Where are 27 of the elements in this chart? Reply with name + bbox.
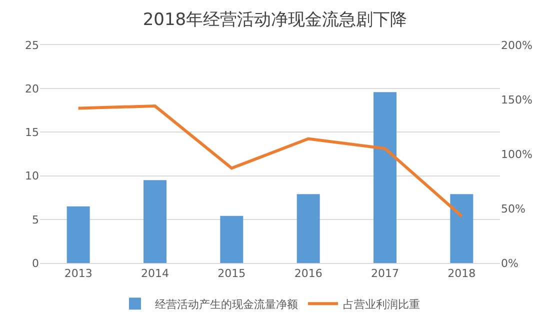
y-tick-label: 25 <box>25 38 39 52</box>
bar <box>66 206 90 263</box>
x-tick-label: 2013 <box>64 267 92 280</box>
x-tick-label: 2016 <box>294 267 322 280</box>
legend-label: 占营业利润比重 <box>343 298 420 311</box>
y-tick-label: 15 <box>25 126 39 140</box>
y2-tick-label: 50% <box>501 202 526 216</box>
bar <box>144 180 166 263</box>
bar <box>450 194 474 263</box>
x-tick-label: 2014 <box>141 267 169 280</box>
x-tick-label: 2018 <box>448 267 476 280</box>
line-series <box>76 104 464 218</box>
x-tick-label: 2017 <box>371 267 399 280</box>
bar <box>374 92 396 263</box>
y-tick-label: 5 <box>32 213 39 226</box>
bar <box>220 216 244 263</box>
x-tick-label: 2015 <box>218 267 246 280</box>
y2-tick-label: 150% <box>501 93 532 106</box>
bar <box>296 194 320 263</box>
y2-tick-label: 0% <box>501 256 518 270</box>
legend-label: 经营活动产生的现金流量净额 <box>155 298 298 311</box>
y-tick-label: 0 <box>32 256 39 270</box>
y-tick-label: 20 <box>25 82 39 96</box>
y2-tick-label: 200% <box>501 38 532 52</box>
y-tick-label: 10 <box>25 170 39 183</box>
y2-tick-label: 100% <box>501 148 532 161</box>
chart-title: 2018年经营活动净现金流急剧下降 <box>142 10 408 30</box>
